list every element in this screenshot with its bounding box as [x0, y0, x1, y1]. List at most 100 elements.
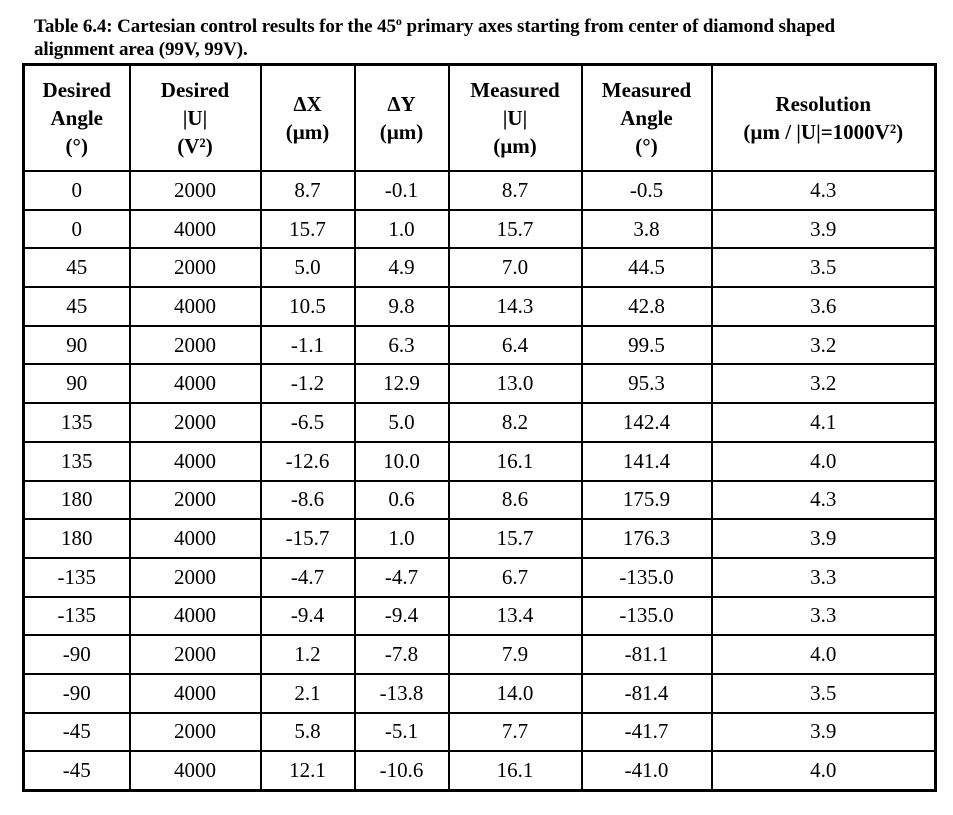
table-cell-delta-x: -8.6	[259, 479, 356, 521]
table-cell-desired-u: 2000	[128, 247, 262, 289]
table-cell-measured-angle: 142.4	[580, 402, 713, 443]
column-header-delta-y: ΔY (µm)	[353, 63, 450, 172]
table-cell-delta-x: -12.6	[259, 440, 356, 482]
table-cell-delta-y: 12.9	[353, 363, 450, 405]
table-cell-desired-u: 2000	[128, 556, 262, 598]
table-cell-desired-u: 4000	[128, 286, 262, 327]
table-cell-resolution: 4.0	[710, 634, 937, 675]
table-cell-desired-angle: 90	[22, 324, 131, 366]
table-row: 45 2000 5.0 4.9 7.0 44.5 3.5	[22, 247, 937, 289]
table-caption: Table 6.4: Cartesian control results for…	[34, 15, 939, 61]
table-cell-delta-y: 4.9	[353, 247, 450, 289]
column-header-line: Resolution	[775, 92, 872, 116]
table-cell-delta-y: -13.8	[353, 672, 450, 714]
table-cell-desired-u: 2000	[128, 402, 262, 443]
table-cell-delta-y: 6.3	[353, 324, 450, 366]
table-cell-desired-angle: -90	[22, 634, 131, 675]
table-cell-desired-angle: -45	[22, 750, 131, 792]
column-header-line: ΔY	[387, 92, 416, 116]
table-cell-desired-angle: -135	[22, 595, 131, 637]
results-table: Desired Angle (°) Desired |U| (V²) ΔX (µm) ΔY (µm…	[22, 63, 937, 792]
table-cell-delta-x: 8.7	[259, 170, 356, 211]
table-cell-measured-u: 13.0	[447, 363, 583, 405]
table-cell-measured-angle: 44.5	[580, 247, 713, 289]
table-cell-measured-angle: 141.4	[580, 440, 713, 482]
table-cell-delta-x: -1.2	[259, 363, 356, 405]
table-cell-delta-x: 15.7	[259, 208, 356, 250]
table-cell-desired-u: 4000	[128, 440, 262, 482]
table-cell-resolution: 3.2	[710, 363, 937, 405]
table-cell-desired-u: 2000	[128, 324, 262, 366]
table-cell-resolution: 3.2	[710, 324, 937, 366]
table-cell-measured-u: 13.4	[447, 595, 583, 637]
table-cell-resolution: 4.0	[710, 440, 937, 482]
table-cell-desired-u: 4000	[128, 208, 262, 250]
table-cell-desired-u: 4000	[128, 672, 262, 714]
table-cell-delta-y: 1.0	[353, 208, 450, 250]
table-cell-measured-angle: 99.5	[580, 324, 713, 366]
table-cell-resolution: 4.3	[710, 479, 937, 521]
table-cell-delta-y: 5.0	[353, 402, 450, 443]
table-row: 180 4000 -15.7 1.0 15.7 176.3 3.9	[22, 518, 937, 559]
table-cell-measured-angle: -81.1	[580, 634, 713, 675]
table-cell-measured-angle: -41.7	[580, 711, 713, 753]
table-cell-measured-angle: -135.0	[580, 556, 713, 598]
table-cell-resolution: 3.9	[710, 518, 937, 559]
table-row: -135 2000 -4.7 -4.7 6.7 -135.0 3.3	[22, 556, 937, 598]
table-cell-measured-u: 8.7	[447, 170, 583, 211]
table-row: -45 2000 5.8 -5.1 7.7 -41.7 3.9	[22, 711, 937, 753]
table-row: -90 2000 1.2 -7.8 7.9 -81.1 4.0	[22, 634, 937, 675]
table-cell-delta-x: -6.5	[259, 402, 356, 443]
caption-line-1: Table 6.4: Cartesian control results for…	[34, 14, 836, 37]
table-cell-desired-angle: 135	[22, 440, 131, 482]
table-cell-delta-y: 10.0	[353, 440, 450, 482]
table-cell-delta-x: 10.5	[259, 286, 356, 327]
table-cell-measured-angle: 176.3	[580, 518, 713, 559]
table-cell-delta-x: 2.1	[259, 672, 356, 714]
table-cell-desired-u: 4000	[128, 595, 262, 637]
table-row: -90 4000 2.1 -13.8 14.0 -81.4 3.5	[22, 672, 937, 714]
table-cell-measured-angle: -41.0	[580, 750, 713, 792]
column-header-line: |U|	[502, 106, 528, 130]
table-cell-delta-y: -7.8	[353, 634, 450, 675]
table-cell-desired-angle: 90	[22, 363, 131, 405]
table-cell-delta-y: -4.7	[353, 556, 450, 598]
table-row: 90 2000 -1.1 6.3 6.4 99.5 3.2	[22, 324, 937, 366]
table-cell-desired-u: 4000	[128, 750, 262, 792]
table-row: 0 2000 8.7 -0.1 8.7 -0.5 4.3	[22, 170, 937, 211]
table-cell-resolution: 3.9	[710, 711, 937, 753]
table-cell-delta-x: 1.2	[259, 634, 356, 675]
table-cell-desired-angle: 45	[22, 286, 131, 327]
table-body: 0 2000 8.7 -0.1 8.7 -0.5 4.3 0 4000 15.7 1.0 15.7 3.…	[22, 170, 937, 792]
table-cell-delta-x: 12.1	[259, 750, 356, 792]
column-header-line: (µm)	[493, 134, 537, 158]
table-cell-desired-angle: 45	[22, 247, 131, 289]
table-cell-measured-u: 14.3	[447, 286, 583, 327]
table-cell-resolution: 4.0	[710, 750, 937, 792]
table-cell-desired-angle: 180	[22, 479, 131, 521]
table-cell-measured-u: 7.9	[447, 634, 583, 675]
table-cell-resolution: 3.3	[710, 595, 937, 637]
column-header-line: (µm / |U|=1000V²)	[743, 120, 904, 144]
table-cell-delta-x: 5.0	[259, 247, 356, 289]
table-cell-delta-y: -5.1	[353, 711, 450, 753]
column-header-line: Angle	[50, 106, 104, 130]
table-cell-desired-u: 2000	[128, 634, 262, 675]
table-cell-measured-angle: 3.8	[580, 208, 713, 250]
table-cell-desired-u: 4000	[128, 518, 262, 559]
table-row: 90 4000 -1.2 12.9 13.0 95.3 3.2	[22, 363, 937, 405]
column-header-line: Angle	[620, 106, 673, 130]
column-header-delta-x: ΔX (µm)	[259, 63, 356, 172]
table-cell-delta-x: -4.7	[259, 556, 356, 598]
table-cell-desired-angle: -90	[22, 672, 131, 714]
column-header-line: Measured	[470, 78, 560, 102]
column-header-line: |U|	[182, 106, 208, 130]
table-cell-resolution: 3.6	[710, 286, 937, 327]
table-cell-measured-u: 15.7	[447, 208, 583, 250]
table-row: 180 2000 -8.6 0.6 8.6 175.9 4.3	[22, 479, 937, 521]
column-header-line: ΔX	[293, 92, 322, 116]
table-cell-resolution: 4.3	[710, 170, 937, 211]
column-header-line: (µm)	[379, 120, 424, 144]
table-header-row: Desired Angle (°) Desired |U| (V²) ΔX (µm) ΔY (µm…	[22, 63, 937, 172]
table-row: 135 4000 -12.6 10.0 16.1 141.4 4.0	[22, 440, 937, 482]
